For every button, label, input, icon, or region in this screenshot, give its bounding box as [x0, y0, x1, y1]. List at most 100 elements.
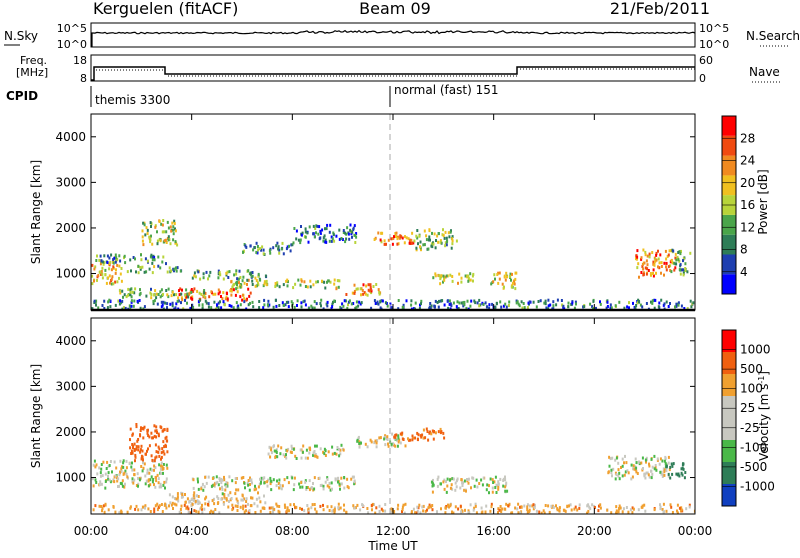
power-cell — [341, 238, 344, 241]
velocity-cell — [207, 500, 210, 504]
power-cell — [263, 282, 266, 286]
velocity-cell — [150, 468, 153, 472]
power-cell — [144, 257, 147, 261]
velocity-cell — [272, 510, 274, 514]
power-cell — [228, 270, 231, 274]
power-cell — [114, 303, 117, 307]
velocity-cell — [430, 505, 433, 509]
velocity-cell — [222, 502, 225, 506]
velocity-cell — [197, 487, 200, 491]
velocity-cell — [131, 461, 133, 465]
velocity-cell — [149, 510, 152, 513]
velocity-cell — [310, 486, 313, 490]
power-cell — [349, 228, 352, 232]
velocity-cell — [107, 474, 109, 478]
velocity-cell — [647, 473, 650, 477]
velocity-cell — [147, 447, 149, 451]
power-cell — [145, 294, 148, 298]
power-cell — [640, 257, 643, 261]
power-cell — [106, 261, 109, 264]
velocity-cell — [452, 477, 455, 481]
power-cell — [119, 299, 121, 303]
power-cell — [567, 305, 570, 309]
velocity-cell — [643, 472, 646, 476]
velocity-cell — [526, 510, 529, 514]
velocity-cell — [218, 476, 221, 480]
power-cell — [272, 246, 275, 250]
power-cell — [180, 301, 182, 305]
velocity-cell — [682, 467, 685, 471]
power-cell — [342, 229, 345, 232]
power-cell — [228, 304, 231, 307]
velocity-cell — [631, 506, 634, 510]
power-cell — [392, 237, 395, 240]
velocity-cell — [289, 450, 292, 454]
power-cell — [243, 300, 246, 304]
power-cell — [552, 304, 555, 308]
velocity-cell — [427, 438, 430, 442]
power-cell — [226, 292, 228, 296]
power-cell — [236, 286, 239, 290]
velocity-cell — [330, 505, 333, 509]
velocity-cell — [421, 433, 424, 437]
power-cell — [116, 280, 119, 284]
power-cell — [434, 299, 437, 303]
velocity-cell — [393, 510, 395, 513]
velocity-cell — [618, 507, 620, 511]
velocity-cell — [285, 456, 288, 460]
power-cell — [312, 232, 315, 236]
power-cell — [268, 249, 271, 252]
power-cell — [189, 306, 192, 310]
velocity-cell — [153, 468, 155, 472]
velocity-cell — [189, 511, 192, 514]
power-cell — [325, 302, 328, 306]
power-cell — [351, 235, 353, 239]
velocity-cell — [358, 445, 361, 449]
velocity-cell — [162, 483, 165, 487]
power-cell — [161, 223, 164, 227]
velocity-cell — [333, 507, 336, 511]
power-cell — [176, 299, 179, 303]
power-cell — [663, 273, 665, 277]
power-cell — [265, 283, 268, 287]
velocity-cell — [384, 509, 387, 513]
velocity-cell — [150, 454, 153, 458]
power-cell — [673, 268, 676, 272]
colorbar-tick-label: 25 — [740, 401, 755, 415]
power-cell — [148, 267, 151, 271]
velocity-cell — [292, 488, 295, 492]
power-cell — [637, 262, 640, 266]
velocity-cell — [328, 509, 331, 512]
power-cell — [449, 302, 452, 306]
velocity-cell — [219, 487, 221, 491]
velocity-cell — [643, 503, 646, 507]
velocity-cell — [384, 503, 387, 506]
power-cell — [289, 249, 292, 253]
power-cell — [123, 293, 126, 297]
velocity-cell — [671, 511, 674, 514]
velocity-cell — [243, 481, 246, 485]
date-title: 21/Feb/2011 — [610, 0, 710, 18]
power-cell — [332, 233, 335, 237]
power-cell — [415, 246, 418, 250]
power-cell — [484, 301, 487, 305]
power-cell — [338, 228, 341, 232]
power-cell — [118, 302, 121, 306]
power-cell — [107, 276, 109, 280]
power-cell — [158, 220, 161, 223]
velocity-cell — [339, 506, 342, 510]
power-cell — [429, 302, 432, 305]
power-cell — [427, 247, 430, 251]
power-cell — [241, 298, 244, 302]
power-cell — [429, 238, 431, 242]
velocity-cell — [663, 470, 666, 474]
power-cell — [142, 307, 145, 310]
power-cell — [668, 249, 671, 253]
nsearch-label: N.Search — [746, 29, 800, 43]
velocity-cell — [137, 445, 140, 449]
velocity-cell — [203, 485, 206, 489]
velocity-cell — [119, 481, 122, 485]
velocity-cell — [247, 502, 249, 506]
power-cell — [141, 239, 144, 243]
power-cell — [312, 224, 315, 228]
